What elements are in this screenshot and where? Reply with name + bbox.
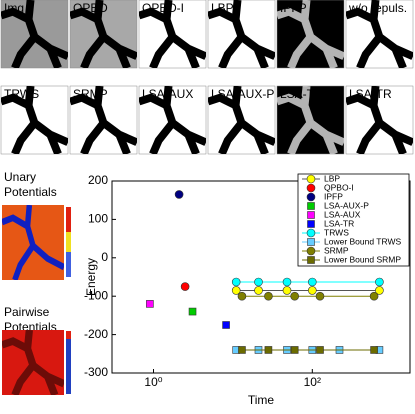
legend: LBPQPBO-IIPFPLSA-AUX-PLSA-AUXLSA-TRTRWSL… <box>297 173 410 267</box>
x-axis-label: Time <box>248 393 275 407</box>
legend-label: SRMP <box>324 245 349 255</box>
legend-label: TRWS <box>324 227 349 237</box>
marker <box>307 220 315 228</box>
y-tick-label: 100 <box>88 212 108 226</box>
legend-label: LSA-AUX <box>324 209 361 219</box>
marker <box>282 286 292 295</box>
marker <box>307 211 315 219</box>
legend-label: Lower Bound SRMP <box>324 254 401 264</box>
panel-label: LSA-TR-L <box>280 87 334 101</box>
panel-label: IPFP <box>280 1 307 15</box>
panel-label: LSA-TR <box>349 87 392 101</box>
map-label: Unary <box>4 170 36 184</box>
marker <box>375 286 384 295</box>
marker <box>306 174 316 184</box>
y-tick-label: -200 <box>84 327 108 341</box>
pairwise-map <box>2 330 71 395</box>
y-tick-label: 0 <box>101 250 108 264</box>
panel-label: LSA-AUX-P <box>211 87 274 101</box>
image-panels: Img QPBO QPBO-I LBP IPFP w/o repuls.TRWS SRMP L… <box>0 0 414 334</box>
marker <box>316 346 324 354</box>
marker <box>282 277 292 287</box>
y-axis-label: Energy <box>84 258 98 296</box>
unary-map <box>2 205 71 280</box>
marker <box>307 256 315 264</box>
marker <box>254 286 263 295</box>
marker <box>264 346 273 354</box>
panel-label: LSA-AUX <box>142 87 193 101</box>
panel-label: Img <box>4 1 24 15</box>
panel-label: QPBO <box>73 1 108 15</box>
panel-label: SRMP <box>73 87 108 101</box>
marker <box>231 277 241 287</box>
panel-label: w/o repuls. <box>348 1 407 15</box>
marker <box>238 346 246 354</box>
marker <box>264 291 273 301</box>
marker <box>306 228 316 238</box>
legend-label: LSA-TR <box>324 218 354 228</box>
marker <box>306 246 316 256</box>
y-tick-label: -100 <box>84 288 108 302</box>
legend-label: LBP <box>324 173 340 183</box>
marker <box>146 300 154 308</box>
legend-label: LSA-AUX-P <box>324 200 369 210</box>
marker <box>290 346 299 354</box>
marker <box>315 291 325 301</box>
chart: -300 -200 -100 0 100 200 10⁰ 10² Time Energy LBPQP… <box>84 173 411 407</box>
marker <box>370 346 378 354</box>
marker <box>237 291 247 301</box>
marker <box>180 282 190 291</box>
panel-label: LBP <box>211 1 234 15</box>
legend-label: IPFP <box>324 191 343 201</box>
marker <box>307 238 315 246</box>
y-tick-label: -300 <box>84 365 108 379</box>
marker <box>375 277 384 287</box>
panel-label: QPBO-I <box>142 1 184 15</box>
map-label: Pairwise <box>4 305 50 319</box>
map-label: Potentials <box>4 185 57 199</box>
marker <box>306 192 316 202</box>
marker <box>306 183 316 193</box>
marker <box>174 190 184 199</box>
y-tick-label: 200 <box>88 173 108 187</box>
marker <box>307 202 315 210</box>
marker <box>222 321 230 329</box>
legend-label: Lower Bound TRWS <box>324 236 401 246</box>
legend-label: QPBO-I <box>324 182 354 192</box>
marker <box>254 277 263 287</box>
plot-frame <box>111 180 411 374</box>
x-tick-label: 10² <box>304 375 321 389</box>
marker <box>308 286 317 295</box>
x-tick-label: 10⁰ <box>144 375 162 389</box>
marker <box>369 291 379 301</box>
marker <box>188 307 197 316</box>
panel-label: TRWS <box>4 87 39 101</box>
marker <box>290 291 299 301</box>
marker <box>308 277 317 287</box>
marker <box>231 286 241 295</box>
